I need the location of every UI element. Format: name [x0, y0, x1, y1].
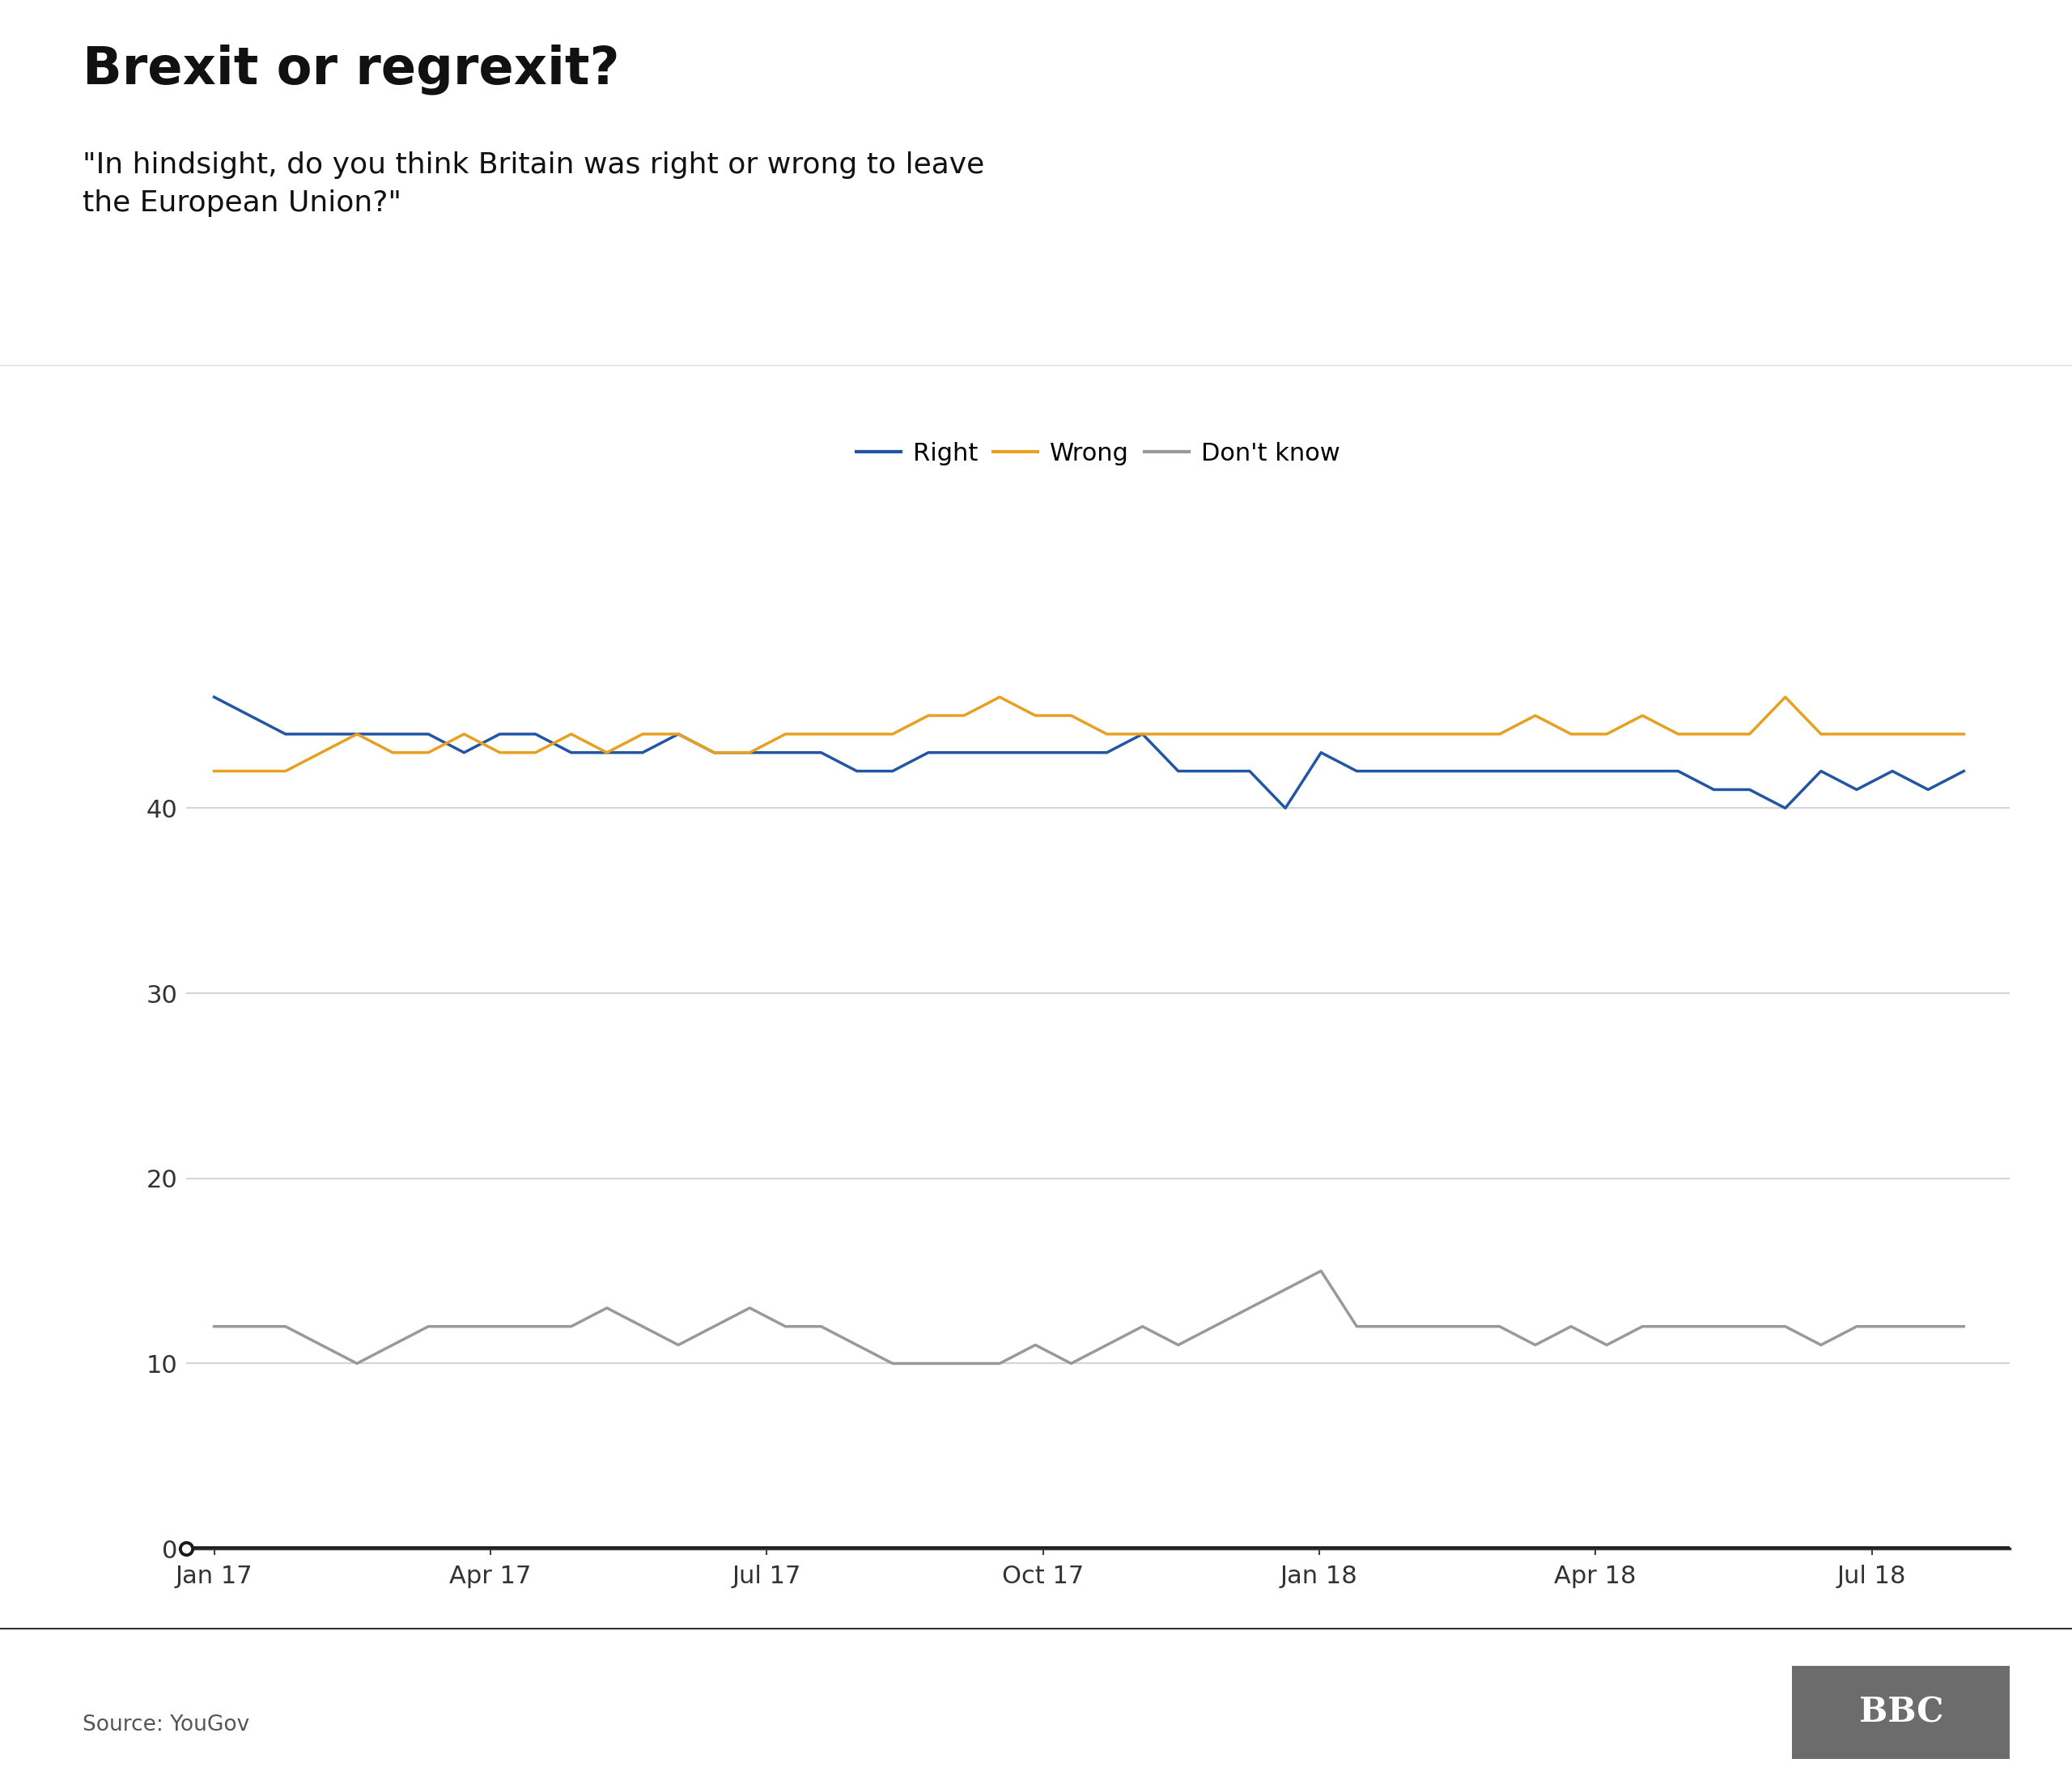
Text: BBC: BBC — [1859, 1695, 1944, 1730]
Text: "In hindsight, do you think Britain was right or wrong to leave
the European Uni: "In hindsight, do you think Britain was … — [83, 151, 984, 217]
Text: Source: YouGov: Source: YouGov — [83, 1714, 251, 1735]
Legend: Right, Wrong, Don't know: Right, Wrong, Don't know — [847, 433, 1349, 475]
Text: Brexit or regrexit?: Brexit or regrexit? — [83, 44, 620, 94]
